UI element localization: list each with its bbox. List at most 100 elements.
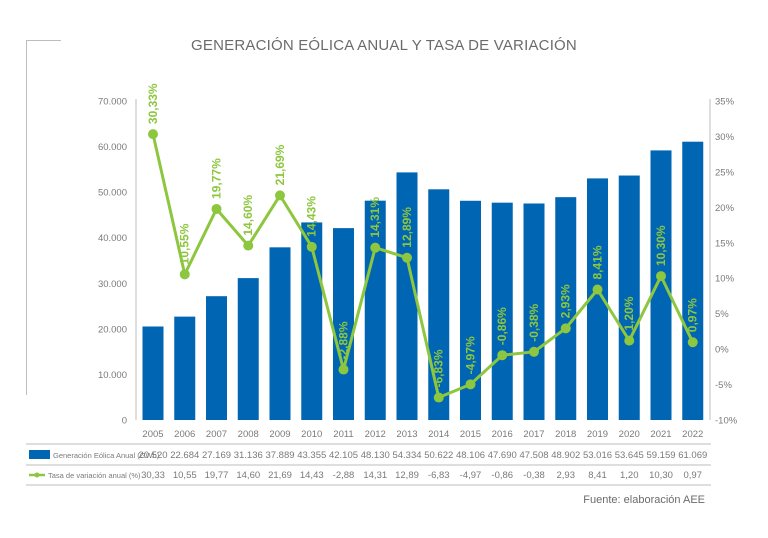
rate-data-label: -0,86% xyxy=(495,307,509,345)
x-tick-label: 2015 xyxy=(460,429,481,440)
rate-data-label: -2,88% xyxy=(337,321,351,359)
table-cell-rate: -4,97 xyxy=(460,470,482,481)
table-cell-rate: -6,83 xyxy=(428,470,450,481)
bar-2016 xyxy=(491,202,513,420)
frame-corner-top xyxy=(26,40,61,41)
rate-point-2005 xyxy=(148,129,158,140)
rate-point-2017 xyxy=(529,346,539,357)
table-cell-rate: 10,30 xyxy=(649,470,673,481)
legend-bar-label: Generación Eólica Anual (GWh) xyxy=(53,451,160,460)
rate-data-label: 19,77% xyxy=(210,158,224,199)
legend-bar-swatch-icon xyxy=(29,450,50,459)
table-cell-rate: 14,43 xyxy=(300,470,324,481)
table-cell-generation: 20.520 xyxy=(138,450,167,461)
x-tick-label: 2008 xyxy=(238,429,259,440)
x-tick-label: 2012 xyxy=(365,429,386,440)
rate-data-label: 10,55% xyxy=(178,223,192,264)
bar-2009 xyxy=(269,247,291,420)
table-cell-generation: 42.105 xyxy=(329,450,358,461)
x-tick-label: 2016 xyxy=(492,429,513,440)
table-cell-generation: 48.106 xyxy=(456,450,485,461)
rate-point-2020 xyxy=(624,335,635,346)
table-cell-rate: 19,77 xyxy=(205,470,229,481)
bar-2006 xyxy=(174,316,196,420)
table-cell-generation: 37.889 xyxy=(265,450,294,461)
table-cell-generation: 61.069 xyxy=(678,450,707,461)
bar-2020 xyxy=(618,175,640,420)
legend-line-marker-icon xyxy=(34,472,40,478)
x-tick-label: 2007 xyxy=(206,429,227,440)
table-cell-generation: 48.130 xyxy=(361,450,390,461)
bar-2011 xyxy=(333,228,354,420)
rate-point-2006 xyxy=(179,269,190,280)
rate-point-2010 xyxy=(306,241,317,252)
table-cell-generation: 54.334 xyxy=(392,450,421,461)
rate-data-label: 10,30% xyxy=(654,225,668,266)
table-cell-rate: 12,89 xyxy=(395,470,419,481)
rate-data-label: 0,97% xyxy=(686,298,700,332)
frame-corner-left xyxy=(26,40,27,395)
rate-point-2012 xyxy=(370,242,381,253)
table-cell-generation: 22.684 xyxy=(170,450,199,461)
legend-line-label: Tasa de variación anual (%) xyxy=(48,471,141,480)
source-note: Fuente: elaboración AEE xyxy=(583,494,705,506)
rate-data-label: 14,60% xyxy=(241,195,255,236)
left-tick-label: 10.000 xyxy=(98,370,127,381)
bar-2008 xyxy=(237,278,259,420)
left-tick-label: 0 xyxy=(122,416,127,427)
table-cell-generation: 53.645 xyxy=(615,450,644,461)
table-cell-generation: 48.902 xyxy=(551,450,580,461)
rate-point-2007 xyxy=(211,203,222,214)
rate-data-label: 14,43% xyxy=(305,196,319,237)
bar-2022 xyxy=(682,141,704,421)
right-tick-label: -10% xyxy=(715,416,738,427)
rate-point-2008 xyxy=(243,240,254,251)
right-tick-label: 5% xyxy=(715,309,729,320)
bar-2007 xyxy=(206,296,227,420)
rate-point-2013 xyxy=(402,252,412,263)
rate-data-label: 8,41% xyxy=(591,245,605,279)
rate-point-2015 xyxy=(465,379,476,390)
rate-data-label: 21,69% xyxy=(273,144,287,185)
left-tick-label: 70.000 xyxy=(98,97,127,108)
table-cell-generation: 59.159 xyxy=(646,450,675,461)
rate-data-label: 2,93% xyxy=(559,284,573,318)
rate-point-2018 xyxy=(560,323,571,334)
rate-line xyxy=(151,133,695,400)
rate-data-label: 14,31% xyxy=(368,197,382,238)
bar-2012 xyxy=(364,200,386,420)
bar-2021 xyxy=(650,150,672,420)
rate-point-2019 xyxy=(592,284,603,295)
bar-2017 xyxy=(523,203,545,420)
left-tick-label: 40.000 xyxy=(98,233,127,244)
rate-data-label: -4,97% xyxy=(464,336,478,374)
rate-point-2009 xyxy=(275,190,285,201)
table-cell-rate: -2,88 xyxy=(333,470,355,481)
table-cell-rate: 14,31 xyxy=(363,470,387,481)
table-cell-generation: 27.169 xyxy=(202,450,231,461)
right-tick-label: 15% xyxy=(715,238,735,249)
rate-point-2016 xyxy=(497,350,508,361)
chart-title: GENERACIÓN EÓLICA ANUAL Y TASA DE VARIAC… xyxy=(191,37,577,54)
right-tick-label: 35% xyxy=(715,97,735,108)
left-tick-label: 20.000 xyxy=(98,324,127,335)
right-tick-label: 30% xyxy=(715,132,735,143)
x-tick-label: 2011 xyxy=(333,429,353,440)
right-tick-label: -5% xyxy=(715,380,732,391)
x-tick-label: 2017 xyxy=(523,429,544,440)
bar-2005 xyxy=(142,326,164,420)
rate-point-2021 xyxy=(656,271,666,282)
x-tick-label: 2006 xyxy=(174,429,195,440)
table-cell-generation: 47.508 xyxy=(519,450,548,461)
bar-2015 xyxy=(460,200,481,420)
table-cell-generation: 31.136 xyxy=(234,450,263,461)
table-cell-rate: 1,20 xyxy=(620,470,639,481)
bar-2018 xyxy=(555,197,577,420)
left-tick-label: 30.000 xyxy=(98,279,127,290)
x-tick-label: 2019 xyxy=(587,429,608,440)
table-cell-generation: 53.016 xyxy=(583,450,612,461)
x-tick-label: 2014 xyxy=(428,429,449,440)
rate-data-label: 1,20% xyxy=(622,296,636,330)
bar-2013 xyxy=(396,172,418,420)
